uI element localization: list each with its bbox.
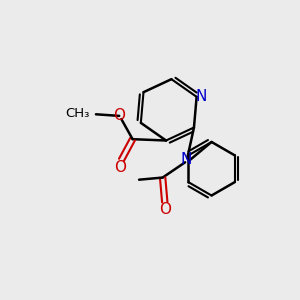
Text: O: O: [113, 108, 125, 123]
Text: O: O: [159, 202, 171, 217]
Text: N: N: [180, 152, 192, 167]
Text: O: O: [115, 160, 127, 175]
Text: CH₃: CH₃: [65, 107, 89, 120]
Text: N: N: [196, 89, 207, 104]
